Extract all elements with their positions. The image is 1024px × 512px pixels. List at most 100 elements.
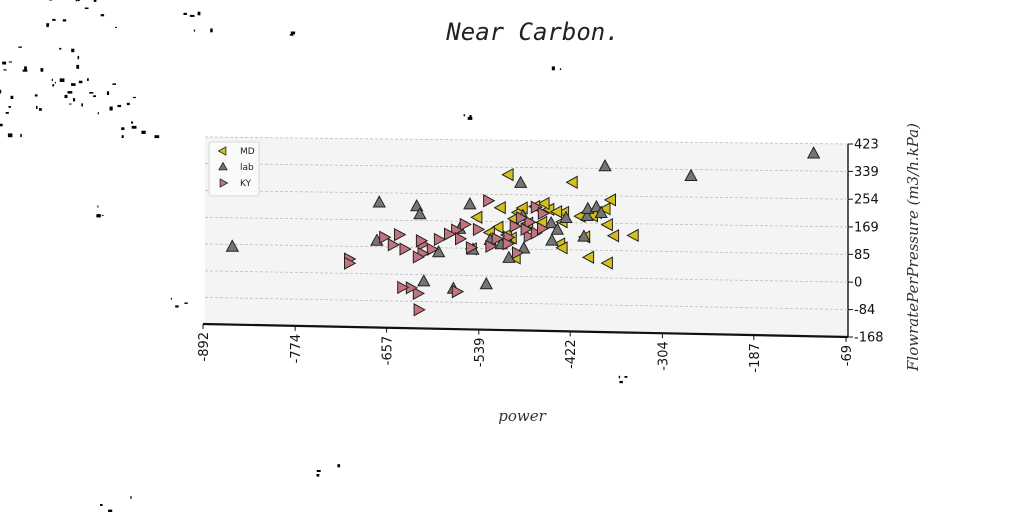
point-ky-14 [415,234,429,248]
point-ky-22 [455,232,468,246]
point-md-27 [626,228,639,243]
point-lab-2 [598,158,612,172]
y-tick-label: -168 [854,331,884,346]
point-lab-11 [580,208,594,221]
y-axis-label: FlowratePerPressure (m3/h.kPa) [904,123,922,372]
point-md-29 [555,241,568,255]
x-tick-label: -539 [473,338,488,368]
point-ky-24 [485,239,498,254]
point-ky-3 [524,215,537,229]
point-ky-20 [387,238,401,252]
point-ky-10 [451,223,464,237]
point-md-1 [565,175,578,189]
point-ky-25 [502,237,515,251]
point-md-10 [493,200,506,215]
point-lab-20 [502,250,516,263]
point-lab-24 [431,244,446,258]
point-ky-23 [465,240,479,255]
gridline [204,163,849,172]
x-axis-line [202,322,849,339]
point-ky-7 [491,232,504,246]
point-lab-15 [550,222,565,235]
point-ky-11 [444,227,457,241]
point-ky-27 [523,229,537,244]
y-axis-ticks: 423 339 254 169 85 0 -84 -168 [848,138,884,346]
x-tick-label: -892 [197,332,212,362]
legend-label-lab: lab [240,163,254,173]
y-tick-label: 339 [854,165,879,180]
y-tick-label: -84 [854,303,875,318]
point-lab-0 [806,146,821,159]
point-ky-29 [520,222,533,236]
legend-marker-ky [219,178,229,188]
point-ky-30 [537,221,550,236]
y-tick-label: 254 [854,193,879,208]
point-ky-0 [483,194,496,208]
point-ky-21 [399,242,412,256]
point-lab-14 [594,205,608,218]
gridline [204,190,849,200]
point-lab-1 [684,168,698,181]
point-ky-36 [413,303,426,317]
point-ky-17 [412,250,426,264]
point-md-26 [606,229,620,243]
x-axis-label: power [498,407,546,425]
point-lab-16 [545,233,559,246]
point-md-7 [537,196,550,211]
point-lab-4 [372,195,386,208]
point-ky-26 [512,246,525,260]
point-lab-6 [413,206,427,220]
point-md-19 [491,220,504,234]
point-ky-35 [397,280,410,295]
x-tick-label: -774 [289,334,304,364]
point-ky-19 [379,230,392,244]
point-ky-15 [426,242,440,256]
point-ky-12 [433,232,447,247]
point-lab-27 [479,276,493,290]
point-ky-4 [515,211,529,225]
y-tick-label: 423 [854,138,879,153]
point-lab-26 [225,239,240,252]
point-ky-18 [394,227,407,242]
x-tick-label: -69 [840,345,855,366]
y-tick-label: 0 [854,276,862,291]
point-lab-13 [589,199,604,213]
point-ky-37 [451,284,465,299]
point-lab-17 [577,229,591,242]
x-tick-label: -187 [748,343,763,373]
y-tick-label: 169 [854,220,879,235]
point-ky-32 [344,256,357,270]
point-md-32 [600,256,613,270]
point-md-21 [470,210,483,224]
legend-marker-md [217,146,227,156]
y-tick-label: 85 [854,248,871,263]
point-lab-7 [463,197,477,210]
point-lab-3 [513,175,528,188]
point-md-12 [598,202,611,216]
point-ky-5 [509,219,522,233]
data-points [225,146,821,317]
gridline [204,136,849,145]
x-axis-ticks: -892 -774 -657 -539 -422 -304 -187 -69 [197,323,855,373]
point-ky-2 [537,206,551,221]
x-tick-label: -304 [656,341,671,371]
point-ky-28 [530,226,544,240]
legend: MD lab KY [208,141,260,197]
point-md-25 [600,217,613,232]
point-md-6 [549,204,563,219]
point-lab-10 [559,210,573,223]
legend-label-ky: KY [240,179,252,189]
point-lab-28 [417,274,431,287]
point-ky-33 [412,286,426,301]
point-ky-1 [530,200,544,214]
gridline [204,270,849,283]
legend-label-md: MD [240,147,255,157]
gridline [204,297,849,310]
x-tick-label: -422 [564,339,579,369]
point-md-31 [581,250,595,264]
point-lab-9 [544,215,558,229]
point-md-0 [501,167,514,182]
legend-marker-lab [218,161,228,171]
chart-title: Near Carbon. [445,18,619,46]
